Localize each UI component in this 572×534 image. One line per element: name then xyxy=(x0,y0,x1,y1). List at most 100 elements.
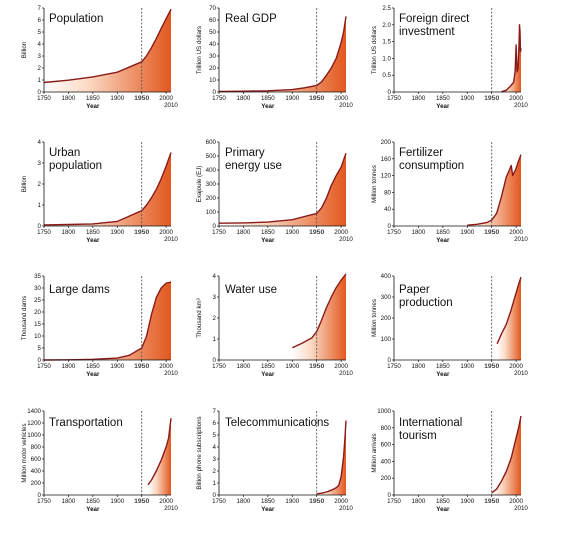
y-tick-label: 0 xyxy=(213,492,217,499)
y-tick-label: 400 xyxy=(381,458,392,465)
y-tick-label: 300 xyxy=(206,181,217,188)
x-tick-label: 1850 xyxy=(86,498,100,505)
y-tick-label: 40 xyxy=(384,206,391,213)
y-tick-label: 2.0 xyxy=(382,22,391,29)
y-tick-label: 7 xyxy=(38,5,42,12)
chart-panel-12: 0 200 400 600 800 1000 1750 1800 1850 1900 1950 200… xyxy=(371,408,528,513)
y-tick-label: 0 xyxy=(38,89,42,96)
title-tourism-line2: tourism xyxy=(399,430,437,442)
x-tick-label: 1800 xyxy=(237,363,251,370)
x-tick-label: 1950 xyxy=(309,95,324,102)
series-line xyxy=(218,152,347,224)
chart-panel-7: 0 5 10 15 20 25 30 35 1750 1800 1850 1900 1950 200020… xyxy=(21,273,178,378)
series-line xyxy=(43,152,172,226)
y-tick-label: 5 xyxy=(38,345,42,352)
x-tick-label: 1800 xyxy=(412,363,426,370)
chart-panel-3: 0 0.5 1.0 1.5 2.0 2.5 1750 1800 1850 1900 1950 2000… xyxy=(371,5,528,110)
x-tick-label: 2000 xyxy=(334,229,348,236)
x-axis-label: Year xyxy=(436,103,450,110)
title-fdi-line2: investment xyxy=(399,26,455,38)
series-line xyxy=(467,154,522,226)
x-tick-label: 1850 xyxy=(436,363,450,370)
title-real-gdp: Real GDP xyxy=(225,13,277,25)
x-tick-label: 1850 xyxy=(436,95,450,102)
y-tick-label: 2 xyxy=(38,65,42,72)
x-tick-label: 1850 xyxy=(436,229,450,236)
y-tick-label: 3 xyxy=(213,456,217,463)
x-tick-label: 1900 xyxy=(285,498,299,505)
x-tick-label: 2000 xyxy=(509,95,523,102)
y-tick-label: 3 xyxy=(38,160,42,167)
x-tick-label: 1750 xyxy=(387,229,401,236)
x-axis-label: Year xyxy=(261,237,275,244)
y-tick-label: 1000 xyxy=(27,432,41,439)
y-tick-label: 30 xyxy=(209,53,216,60)
x-tick-label: 1750 xyxy=(212,498,226,505)
y-tick-label: 100 xyxy=(206,209,217,216)
series-area xyxy=(292,273,346,360)
y-tick-label: 0 xyxy=(388,89,392,96)
y-tick-label: 5 xyxy=(38,29,42,36)
x-tick-label: 2000 xyxy=(509,363,523,370)
y-tick-label: 3 xyxy=(213,294,217,301)
y-tick-label: 1 xyxy=(213,336,217,343)
x-end-label: 2010 xyxy=(339,102,353,109)
x-tick-label: 1800 xyxy=(62,498,76,505)
y-tick-label: 1.5 xyxy=(382,39,391,46)
y-tick-label: 4 xyxy=(213,444,217,451)
y-tick-label: 20 xyxy=(34,309,41,316)
x-tick-label: 1800 xyxy=(62,95,76,102)
series-line xyxy=(491,415,522,494)
x-axis-label: Year xyxy=(436,371,450,378)
x-end-label: 2010 xyxy=(164,236,178,243)
x-tick-label: 1750 xyxy=(37,498,51,505)
y-tick-label: 0 xyxy=(388,357,392,364)
x-tick-label: 2000 xyxy=(334,95,348,102)
series-area xyxy=(44,152,171,226)
y-tick-label: 6 xyxy=(38,17,42,24)
x-tick-label: 2000 xyxy=(509,229,523,236)
series-area xyxy=(219,16,346,92)
title-tourism-line1: International xyxy=(399,417,462,429)
x-end-label: 2010 xyxy=(514,236,528,243)
x-tick-label: 1900 xyxy=(460,229,474,236)
y-tick-label: 200 xyxy=(381,315,392,322)
y-tick-label: 80 xyxy=(384,189,391,196)
title-fertilizer-line2: consumption xyxy=(399,160,464,172)
y-tick-label: 0 xyxy=(213,223,217,230)
chart-panel-6: 0 40 80 120 160 200 1750 1800 1850 1900 1950 200020… xyxy=(371,139,528,244)
x-tick-label: 1850 xyxy=(261,95,275,102)
chart-panel-2: 0 10 20 30 40 50 60 70 1750 1800 1850 1900 1950 20002… xyxy=(196,5,353,110)
x-tick-label: 1750 xyxy=(212,229,226,236)
y-tick-label: 600 xyxy=(31,456,42,463)
y-tick-label: 1400 xyxy=(27,408,41,415)
series-line xyxy=(316,420,347,495)
x-tick-label: 2000 xyxy=(334,498,348,505)
y-tick-label: 4 xyxy=(213,273,217,280)
series-line xyxy=(147,418,172,486)
series-area xyxy=(467,154,521,226)
series-area xyxy=(491,416,521,495)
x-tick-label: 1900 xyxy=(110,229,124,236)
x-tick-label: 1800 xyxy=(412,95,426,102)
x-end-label: 2010 xyxy=(339,236,353,243)
series-line xyxy=(496,276,522,345)
y-tick-label: 200 xyxy=(31,480,42,487)
title-paper-line2: production xyxy=(399,297,453,309)
y-tick-label: 2 xyxy=(213,315,217,322)
y-tick-label: 1 xyxy=(38,77,42,84)
y-axis-label: Billion phone subscriptions xyxy=(196,416,203,489)
series-line xyxy=(292,273,347,349)
y-tick-label: 400 xyxy=(206,167,217,174)
y-tick-label: 70 xyxy=(209,5,216,12)
chart-panel-5: 0 100 200 300 400 500 600 1750 1800 1850 1900 1950 2… xyxy=(196,139,353,244)
title-energy-line1: Primary xyxy=(225,147,265,159)
title-urban-line1: Urban xyxy=(49,147,80,159)
x-end-label: 2010 xyxy=(339,370,353,377)
x-tick-label: 1900 xyxy=(110,363,124,370)
x-tick-label: 1950 xyxy=(134,229,149,236)
x-tick-label: 1800 xyxy=(412,498,426,505)
x-tick-label: 1750 xyxy=(212,363,226,370)
